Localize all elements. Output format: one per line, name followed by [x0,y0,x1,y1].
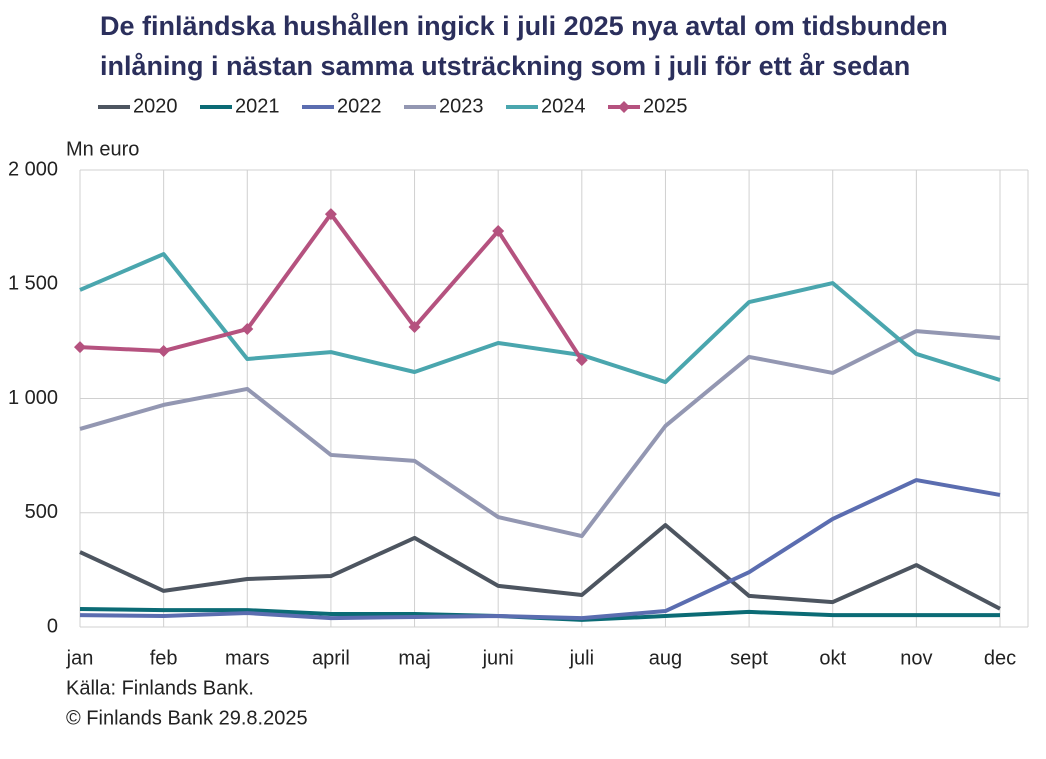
series-marker [74,341,86,354]
legend-label: 2025 [643,95,688,117]
y-axis-label: Mn euro [66,138,139,160]
legend-label: 2021 [235,95,280,117]
series-marker [575,354,588,367]
legend-label: 2022 [337,95,382,117]
copyright-note: © Finlands Bank 29.8.2025 [66,707,308,729]
y-tick-label: 1 000 [8,387,58,409]
chart-title: inlåning i nästan samma utsträckning som… [100,51,910,81]
x-tick-label: april [312,647,350,669]
series-marker [157,344,170,357]
series-marker [492,225,505,238]
source-note: Källa: Finlands Bank. [66,677,254,699]
series-line [79,478,1001,621]
legend-label: 2020 [133,95,178,117]
series-marker [241,323,254,336]
series-marker [408,320,421,333]
x-tick-label: juni [482,647,514,669]
y-tick-label: 500 [25,501,58,523]
x-tick-label: dec [984,647,1016,669]
series-line [79,329,1001,539]
x-tick-label: sept [730,647,768,669]
x-tick-label: aug [649,647,682,669]
legend-label: 2023 [439,95,484,117]
x-tick-label: juli [569,647,594,669]
series-line [79,252,1001,385]
y-tick-label: 1 500 [8,273,58,295]
series-line [79,523,1001,611]
x-tick-label: jan [66,647,94,669]
y-tick-label: 0 [47,615,58,637]
y-tick-label: 2 000 [8,158,58,180]
series-marker [324,208,337,221]
x-tick-label: nov [900,647,932,669]
chart-title: De finländska hushållen ingick i juli 20… [100,11,948,41]
x-tick-label: okt [819,647,846,669]
legend-marker [618,101,630,113]
x-tick-label: mars [225,647,269,669]
x-tick-label: feb [150,647,178,669]
x-tick-label: maj [398,647,430,669]
legend-label: 2024 [541,95,586,117]
